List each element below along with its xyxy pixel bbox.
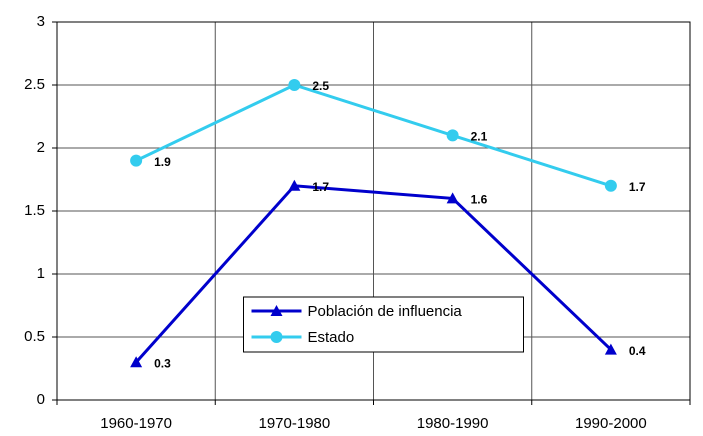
y-tick-label: 0	[37, 391, 45, 408]
legend: Población de influencia Estado	[243, 296, 524, 353]
marker-triangle	[130, 356, 143, 368]
data-label: 1.6	[471, 193, 488, 207]
series-line	[135, 184, 612, 364]
marker-circle	[270, 331, 283, 343]
x-tick-label: 1970-1980	[259, 415, 331, 432]
series-line	[135, 83, 612, 188]
legend-label: Estado	[308, 329, 355, 346]
marker-triangle	[604, 343, 617, 355]
data-label: 2.5	[312, 79, 329, 93]
marker-circle	[446, 129, 459, 142]
x-tick-label: 1990-2000	[575, 415, 647, 432]
marker-triangle	[288, 179, 301, 191]
marker-triangle	[446, 192, 459, 204]
x-tick-label: 1960-1970	[100, 415, 172, 432]
x-tick-label: 1980-1990	[417, 415, 489, 432]
y-tick-label: 2	[37, 139, 45, 156]
data-label: 1.9	[154, 155, 171, 169]
data-label: 2.1	[471, 130, 488, 144]
y-tick-label: 1	[37, 265, 45, 282]
marker-circle	[288, 79, 301, 91]
marker-triangle	[270, 305, 283, 316]
marker-circle	[130, 154, 143, 167]
data-label: 0.3	[154, 356, 171, 370]
data-label: 1.7	[312, 180, 329, 194]
y-tick-label: 2.5	[24, 76, 45, 93]
y-tick-label: 1.5	[24, 202, 45, 219]
data-label: 1.7	[629, 180, 646, 194]
y-tick-label: 3	[37, 13, 45, 30]
y-tick-label: 0.5	[24, 328, 45, 345]
data-label: 0.4	[629, 344, 646, 358]
plot-frame	[56, 21, 691, 401]
legend-box	[243, 296, 524, 353]
marker-circle	[604, 179, 617, 192]
legend-label: Población de influencia	[308, 303, 463, 320]
